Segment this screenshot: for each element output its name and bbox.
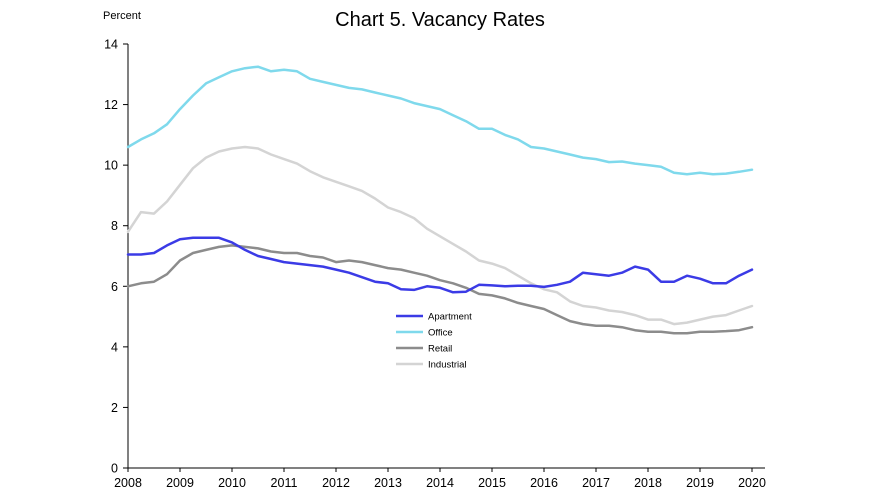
legend-label-industrial: Industrial [428,360,467,371]
series-line-office [126,65,754,176]
legend: Apartment Office Retail Industrial [396,312,472,371]
x-tick-label: 2010 [218,476,246,490]
x-ticks: 2008 2009 2010 2011 2012 2013 2014 2015 2016 2017… [114,468,766,490]
legend-label-retail: Retail [428,344,452,355]
x-tick-label: 2013 [374,476,402,490]
chart-title: Chart 5. Vacancy Rates [335,9,545,31]
y-tick-label: 0 [111,462,118,476]
x-tick-label: 2014 [426,476,454,490]
x-tick-label: 2020 [738,476,766,490]
x-tick-label: 2012 [322,476,350,490]
x-tick-label: 2011 [271,476,298,490]
x-tick-label: 2019 [686,476,714,490]
y-tick-label: 12 [104,98,118,112]
x-tick-label: 2016 [530,476,558,490]
y-tick-label: 14 [104,38,118,52]
y-tick-label: 10 [104,159,118,173]
y-tick-label: 8 [111,219,118,233]
legend-label-office: Office [428,328,453,339]
y-unit-label: Percent [103,10,141,22]
y-tick-label: 4 [111,340,118,354]
x-tick-label: 2008 [114,476,142,490]
x-tick-label: 2009 [166,476,194,490]
series-line-retail [126,244,754,335]
y-tick-label: 2 [111,401,118,415]
series-line-apartment [126,236,754,294]
series-line-industrial [126,145,754,326]
y-ticks: 0 2 4 6 8 10 12 14 [104,38,128,476]
x-tick-label: 2015 [478,476,506,490]
series-lines [126,65,754,335]
x-tick-label: 2017 [582,476,610,490]
y-tick-label: 6 [111,280,118,294]
legend-label-apartment: Apartment [428,312,472,323]
x-tick-label: 2018 [634,476,662,490]
axes [127,44,765,469]
